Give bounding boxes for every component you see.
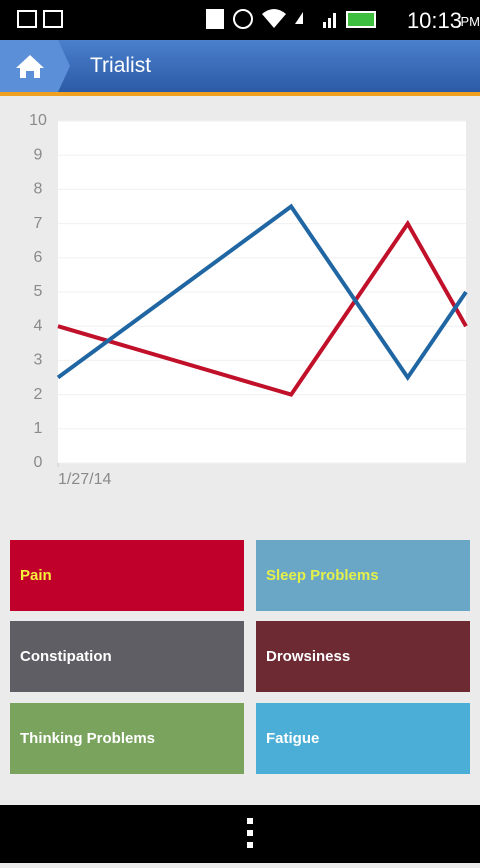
y-tick-label: 4 bbox=[34, 317, 43, 334]
y-tick-label: 8 bbox=[34, 181, 43, 198]
y-tick-label: 3 bbox=[34, 352, 43, 369]
y-tick-label: 7 bbox=[34, 215, 43, 232]
y-tick-label: 0 bbox=[34, 454, 43, 471]
symptom-button[interactable]: Pain bbox=[10, 540, 244, 611]
y-tick-label: 9 bbox=[34, 146, 43, 163]
icon bbox=[206, 9, 224, 29]
menu-dot bbox=[247, 842, 253, 848]
icon bbox=[295, 12, 303, 24]
icon bbox=[323, 22, 326, 28]
status-bar: 10:13 PM bbox=[0, 0, 480, 40]
icon bbox=[234, 10, 252, 28]
symptom-button[interactable]: Sleep Problems bbox=[256, 540, 470, 611]
y-tick-label: 1 bbox=[34, 420, 43, 437]
menu-dot bbox=[247, 830, 253, 836]
nav-bar bbox=[0, 805, 480, 863]
symptom-button[interactable]: Thinking Problems bbox=[10, 703, 244, 774]
chart: 0 1 2 3 4 5 6 7 8 9 10 1/27/14 bbox=[0, 96, 480, 516]
icon bbox=[347, 12, 375, 27]
y-tick-label: 5 bbox=[34, 283, 43, 300]
menu-button[interactable] bbox=[0, 805, 480, 863]
y-tick-label: 6 bbox=[34, 249, 43, 266]
x-tick-label: 1/27/14 bbox=[58, 471, 111, 488]
clock: 10:13 bbox=[407, 8, 462, 34]
symptom-button[interactable]: Constipation bbox=[10, 621, 244, 692]
icon bbox=[262, 9, 286, 28]
action-bar: Trialist bbox=[0, 40, 480, 96]
icon bbox=[44, 11, 62, 27]
icon bbox=[18, 11, 36, 27]
symptom-button[interactable]: Drowsiness bbox=[256, 621, 470, 692]
clock-period: PM bbox=[461, 14, 480, 29]
status-icons bbox=[295, 0, 415, 40]
menu-dot bbox=[247, 818, 253, 824]
icon bbox=[333, 13, 336, 28]
status-icons bbox=[0, 0, 300, 40]
app-title: Trialist bbox=[90, 54, 151, 78]
symptom-button[interactable]: Fatigue bbox=[256, 703, 470, 774]
y-tick-label: 2 bbox=[34, 386, 43, 403]
home-button[interactable] bbox=[0, 40, 72, 92]
icon bbox=[328, 18, 331, 28]
y-tick-label: 10 bbox=[29, 112, 47, 129]
